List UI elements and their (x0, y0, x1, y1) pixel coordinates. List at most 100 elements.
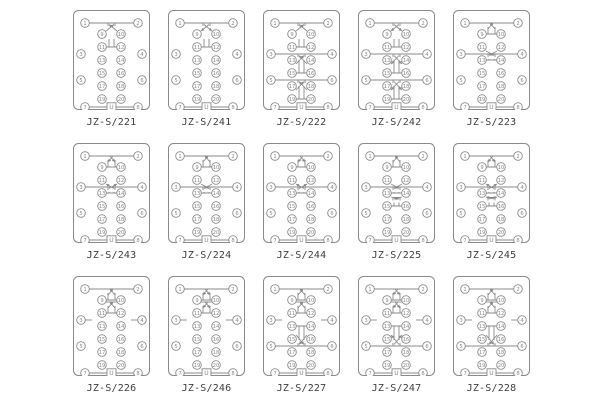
terminal-circle (116, 308, 126, 318)
terminal-circle (192, 214, 202, 224)
terminal-3: 3 (361, 182, 371, 192)
terminal-circle (477, 347, 487, 357)
terminal-circle (306, 334, 316, 344)
terminal-3: 3 (361, 49, 371, 59)
terminal-16: 16 (116, 334, 126, 344)
terminal-number: 14 (403, 191, 410, 197)
terminal-circle (97, 175, 107, 185)
terminal-5: 5 (266, 208, 276, 218)
terminal-10: 10 (306, 162, 316, 172)
terminal-number: 20 (308, 230, 315, 236)
terminal-number: 17 (289, 84, 296, 90)
terminal-circle (175, 102, 185, 110)
terminal-circle (287, 334, 297, 344)
diagram-cell: U 1 2 7 8 3 4 5 6 9 10 11 12 13 14 15 16 17 18 19 20 JZ-S/228 (444, 276, 539, 400)
coil-label: U (489, 370, 493, 376)
contact-arrow-icon (201, 27, 205, 31)
terminal-20: 20 (401, 94, 411, 104)
terminal-circle (382, 360, 392, 370)
wire (202, 293, 212, 301)
terminal-circle (175, 368, 185, 376)
wire (202, 22, 229, 26)
terminal-10: 10 (211, 295, 221, 305)
terminal-number: 17 (289, 350, 296, 356)
terminal-circle (228, 284, 238, 294)
terminal-circle (270, 151, 280, 161)
diagram-cell: U 1 2 7 8 3 4 5 6 9 10 11 12 13 14 15 16 17 18 19 20 JZ-S/222 (254, 10, 349, 143)
terminal-number: 16 (403, 204, 410, 210)
terminal-20: 20 (496, 94, 506, 104)
terminal-circle (496, 295, 506, 305)
coil-box (296, 368, 307, 376)
terminal-number: 12 (498, 311, 505, 317)
terminal-19: 19 (477, 94, 487, 104)
coil-box (106, 235, 117, 243)
terminal-circle (270, 368, 280, 376)
terminal-number: 3 (174, 52, 177, 58)
terminal-1: 1 (175, 18, 185, 28)
terminal-circle (192, 81, 202, 91)
terminal-circle (133, 284, 143, 294)
terminal-12: 12 (401, 308, 411, 318)
terminal-circle (97, 214, 107, 224)
terminal-number: 9 (385, 165, 388, 171)
terminal-number: 8 (326, 105, 329, 110)
terminal-number: 16 (308, 71, 315, 77)
terminal-circle (192, 334, 202, 344)
terminal-19: 19 (477, 227, 487, 237)
terminal-circle (456, 75, 466, 85)
terminal-number: 5 (459, 344, 462, 350)
terminal-17: 17 (287, 347, 297, 357)
terminal-circle (80, 151, 90, 161)
contact-arrow-icon (391, 60, 395, 64)
terminal-11: 11 (97, 308, 107, 318)
terminal-17: 17 (382, 214, 392, 224)
terminal-number: 6 (330, 344, 333, 350)
diagram-cell: U 1 2 7 8 3 4 5 6 9 10 11 12 13 14 15 16 17 18 19 20 JZ-S/226 (64, 276, 159, 400)
wire (108, 192, 117, 194)
terminal-circle (513, 235, 523, 243)
terminal-number: 7 (463, 105, 466, 110)
terminal-circle (496, 201, 506, 211)
terminal-number: 8 (136, 371, 139, 376)
terminal-number: 2 (421, 21, 424, 27)
wire (202, 306, 212, 314)
terminal-number: 9 (290, 165, 293, 171)
terminal-13: 13 (477, 55, 487, 65)
terminal-circle (192, 55, 202, 65)
terminal-circle (327, 315, 337, 325)
diagram-label: JZ-S/227 (276, 383, 327, 394)
terminal-12: 12 (211, 308, 221, 318)
terminal-circle (496, 321, 506, 331)
terminal-circle (418, 151, 428, 161)
terminal-number: 15 (99, 71, 106, 77)
terminal-18: 18 (306, 347, 316, 357)
terminal-number: 16 (498, 71, 505, 77)
terminal-12: 12 (401, 42, 411, 52)
terminal-19: 19 (97, 360, 107, 370)
terminal-number: 8 (516, 105, 519, 110)
contact-arrow-icon (106, 184, 110, 187)
terminal-20: 20 (401, 360, 411, 370)
terminal-circle (517, 208, 527, 218)
terminal-circle (76, 341, 86, 351)
terminal-number: 6 (140, 78, 143, 84)
terminal-1: 1 (175, 284, 185, 294)
terminal-7: 7 (80, 102, 90, 110)
terminal-number: 11 (194, 45, 201, 51)
terminal-number: 18 (308, 350, 315, 356)
terminal-number: 14 (308, 58, 315, 64)
terminal-2: 2 (513, 18, 523, 28)
terminal-number: 17 (479, 217, 486, 223)
terminal-number: 19 (384, 363, 391, 369)
terminal-8: 8 (133, 235, 143, 243)
terminal-circle (382, 227, 392, 237)
terminal-circle (422, 208, 432, 218)
terminal-circle (116, 29, 126, 39)
terminal-15: 15 (477, 68, 487, 78)
terminal-circle (477, 94, 487, 104)
terminal-circle (266, 182, 276, 192)
terminal-number: 18 (118, 217, 125, 223)
